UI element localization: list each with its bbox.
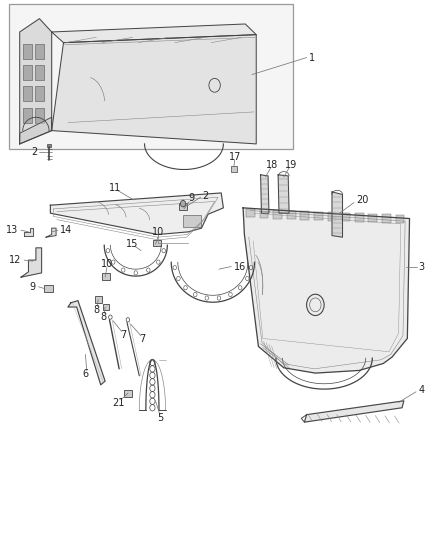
Bar: [35, 44, 44, 59]
Polygon shape: [20, 117, 52, 144]
Polygon shape: [50, 193, 223, 235]
Bar: [35, 86, 44, 101]
Text: 6: 6: [83, 369, 89, 379]
Text: 2: 2: [202, 191, 208, 201]
Bar: [328, 212, 336, 221]
Bar: [341, 213, 350, 221]
Bar: [183, 215, 201, 227]
Bar: [246, 209, 255, 217]
Bar: [231, 166, 237, 172]
Text: 5: 5: [157, 414, 163, 423]
Polygon shape: [21, 248, 42, 277]
Text: 8: 8: [93, 305, 99, 315]
Polygon shape: [332, 192, 343, 237]
Circle shape: [180, 200, 186, 207]
Bar: [103, 304, 109, 310]
Polygon shape: [278, 175, 289, 213]
Text: 12: 12: [9, 255, 21, 265]
Bar: [23, 86, 32, 101]
Text: 13: 13: [6, 225, 18, 235]
Text: 1: 1: [309, 53, 315, 62]
Bar: [47, 144, 51, 147]
Text: 16: 16: [234, 262, 246, 271]
Text: 7: 7: [120, 330, 127, 340]
Bar: [273, 210, 282, 219]
Text: 20: 20: [357, 195, 369, 205]
Text: 18: 18: [266, 160, 279, 169]
Text: 17: 17: [229, 152, 241, 161]
Bar: [102, 273, 110, 280]
Bar: [124, 390, 132, 397]
Polygon shape: [46, 228, 56, 237]
Bar: [355, 213, 364, 222]
Bar: [95, 296, 102, 303]
Text: 2: 2: [32, 148, 38, 157]
Polygon shape: [261, 175, 269, 213]
Text: 9: 9: [189, 193, 195, 203]
Bar: [368, 214, 377, 222]
Polygon shape: [52, 35, 256, 144]
Text: 14: 14: [60, 225, 73, 235]
Bar: [9, 4, 293, 149]
Text: 9: 9: [30, 282, 36, 292]
Text: 19: 19: [285, 160, 297, 169]
Bar: [382, 214, 391, 223]
Polygon shape: [24, 228, 33, 236]
Text: 21: 21: [112, 398, 124, 408]
Text: 8: 8: [100, 312, 106, 322]
Polygon shape: [20, 19, 52, 144]
Bar: [23, 65, 32, 80]
Bar: [35, 108, 44, 123]
Text: 3: 3: [419, 262, 425, 271]
Bar: [179, 203, 187, 210]
Bar: [300, 211, 309, 220]
Text: 11: 11: [109, 183, 121, 192]
Bar: [287, 211, 296, 219]
Bar: [153, 240, 161, 246]
Polygon shape: [68, 301, 105, 385]
Bar: [35, 65, 44, 80]
Bar: [23, 44, 32, 59]
Text: 4: 4: [418, 385, 424, 395]
Text: 7: 7: [140, 334, 146, 344]
Bar: [260, 209, 268, 218]
Text: 10: 10: [152, 227, 165, 237]
Polygon shape: [243, 208, 410, 373]
Polygon shape: [304, 401, 404, 422]
Bar: [44, 285, 53, 292]
Bar: [314, 212, 323, 220]
Bar: [396, 215, 404, 223]
Text: 15: 15: [126, 239, 138, 249]
Text: 10: 10: [101, 259, 113, 269]
Bar: [23, 108, 32, 123]
Polygon shape: [52, 24, 256, 43]
